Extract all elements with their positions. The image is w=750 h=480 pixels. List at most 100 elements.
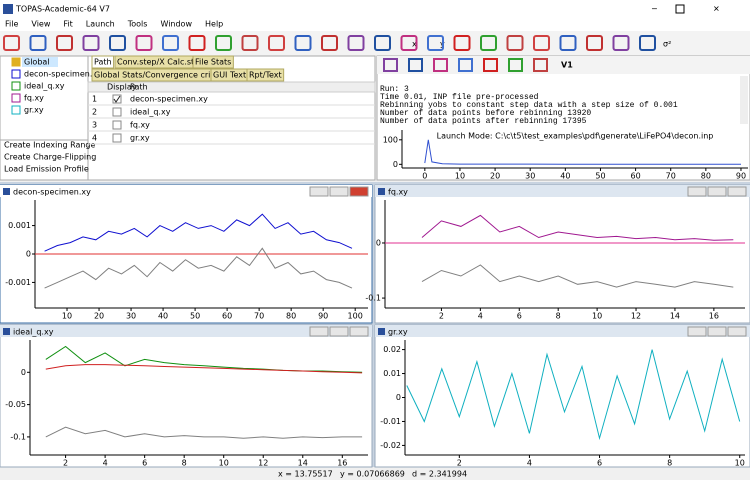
minimize-button[interactable] [309, 186, 329, 197]
toolbar-button[interactable] [453, 35, 471, 51]
tab[interactable]: Global Stats/Convergence criterion [94, 71, 234, 80]
y-tick-label: -0.1 [365, 294, 381, 303]
minimize-button[interactable] [687, 186, 707, 197]
toolbar-button[interactable] [3, 35, 20, 51]
minimize-button[interactable]: ─ [651, 5, 657, 14]
toolbar-button[interactable] [483, 58, 498, 72]
row-number: 4 [92, 134, 97, 143]
checkbox[interactable] [112, 94, 122, 104]
y-tick-label: 0 [21, 368, 26, 377]
toolbar-button[interactable] [508, 58, 523, 72]
toolbar-label[interactable]: V1 [561, 61, 573, 70]
x-tick-label: 4 [103, 459, 108, 468]
toolbar-button[interactable] [321, 35, 338, 51]
title-bar [0, 0, 750, 18]
data-line [44, 247, 353, 289]
toolbar-button[interactable] [135, 35, 153, 51]
toolbar-button[interactable] [188, 35, 206, 51]
tree-item[interactable]: ideal_q.xy [24, 82, 65, 91]
tab[interactable]: File Stats [195, 58, 231, 67]
command[interactable]: Load Emission Profile [4, 165, 89, 174]
command-list [0, 139, 89, 181]
toolbar-button[interactable] [586, 35, 603, 51]
checkbox[interactable] [112, 107, 122, 117]
window-title: ideal_q.xy [13, 328, 54, 337]
command[interactable]: Create Indexing Range [4, 141, 95, 150]
command[interactable]: Create Charge-Flipping [4, 153, 96, 162]
y-tick-label: 0 [393, 160, 398, 169]
toolbar-button[interactable] [374, 35, 391, 51]
toolbar-button[interactable] [29, 35, 47, 51]
toolbar-button[interactable] [433, 58, 448, 72]
toolbar-button[interactable] [294, 35, 312, 51]
toolbar-button[interactable] [533, 58, 548, 72]
toolbar-button[interactable] [109, 35, 126, 51]
toolbar-button[interactable] [639, 35, 656, 51]
checkbox[interactable] [112, 133, 122, 143]
toolbar-button[interactable] [56, 35, 73, 51]
toolbar-button[interactable] [612, 35, 630, 51]
close-button[interactable] [349, 186, 369, 197]
toolbar-label[interactable]: σ² [663, 40, 671, 49]
toolbar-button[interactable] [533, 35, 550, 51]
data-line [406, 349, 741, 441]
close-button[interactable] [349, 326, 369, 337]
close-button[interactable] [727, 326, 747, 337]
x-tick-label: 30 [126, 312, 136, 321]
y-tick-label: 0 [376, 238, 381, 247]
tab-frame[interactable] [246, 68, 285, 82]
tree-item[interactable]: Global [24, 58, 50, 67]
menu-item[interactable]: View [31, 20, 50, 29]
toolbar-button[interactable] [82, 35, 100, 51]
tab[interactable]: Rpt/Text [249, 71, 282, 80]
toolbar-button[interactable] [215, 35, 232, 51]
minimize-button[interactable] [687, 326, 707, 337]
toolbar-button[interactable] [241, 35, 259, 51]
restore-button[interactable] [707, 326, 727, 337]
window-title: decon-specimen.xy [13, 188, 91, 197]
tab[interactable]: Path [94, 58, 112, 67]
selection [22, 57, 58, 67]
tab[interactable]: Conv.step/X Calc.step [117, 58, 204, 67]
toolbar-button[interactable] [347, 35, 365, 51]
y-tick-label: -0.02 [380, 441, 401, 450]
x-tick-label: 100 [348, 312, 363, 321]
checkbox[interactable] [112, 120, 122, 130]
maximize-button[interactable] [675, 4, 685, 14]
menu-item[interactable]: Tools [127, 20, 148, 29]
menu-item[interactable]: Launch [86, 20, 115, 29]
toolbar-button[interactable] [506, 35, 524, 51]
menu-item[interactable]: Help [205, 20, 223, 29]
status-y: y = 0.07066869 [340, 470, 405, 479]
menu-item[interactable]: File [5, 20, 18, 29]
tab[interactable]: GUI Text [213, 71, 246, 80]
toolbar-button[interactable] [162, 35, 179, 51]
toolbar-button[interactable] [458, 58, 473, 72]
restore-button[interactable] [707, 186, 727, 197]
toolbar-button[interactable] [268, 35, 285, 51]
close-button[interactable] [727, 186, 747, 197]
toolbar-button[interactable] [427, 35, 444, 51]
menu-item[interactable]: Fit [63, 20, 72, 29]
output-line: Rebinning yobs to constant step data wit… [380, 101, 678, 110]
tab-frame[interactable] [192, 55, 234, 69]
scrollbar[interactable] [740, 76, 748, 124]
toolbar-button[interactable] [559, 35, 577, 51]
tab-frame[interactable] [91, 55, 115, 69]
window-icon [3, 188, 10, 195]
toolbar-button[interactable] [383, 58, 398, 72]
toolbar-label[interactable]: x [412, 40, 417, 49]
restore-button[interactable] [329, 326, 349, 337]
tree-item[interactable]: gr.xy [24, 106, 44, 115]
tree-item[interactable]: decon-specimen.xy [24, 70, 102, 79]
tree-item[interactable]: fq.xy [24, 94, 44, 103]
restore-button[interactable] [329, 186, 349, 197]
toolbar-button[interactable] [480, 35, 497, 51]
minimize-button[interactable] [309, 326, 329, 337]
toolbar-button[interactable] [408, 58, 423, 72]
close-button[interactable]: ✕ [713, 5, 720, 14]
tree-icon [11, 57, 21, 67]
menu-item[interactable]: Window [160, 20, 192, 29]
toolbar-button[interactable] [400, 35, 418, 51]
tree-icon [11, 69, 21, 79]
